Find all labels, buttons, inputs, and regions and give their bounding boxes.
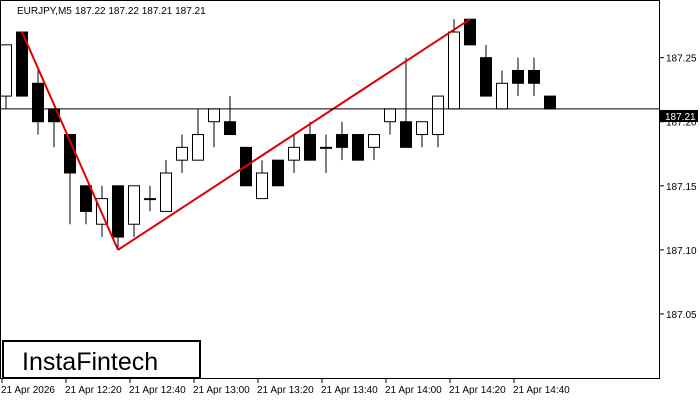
candle-body-bear <box>480 57 492 97</box>
x-tick-label: 21 Apr 14:40 <box>513 385 570 396</box>
candle-body-bull <box>0 44 12 97</box>
candle <box>528 57 540 97</box>
candle-body-bear <box>544 95 556 110</box>
candle <box>544 95 556 110</box>
candle <box>224 96 236 136</box>
current-price-label-text: 187.21 <box>665 112 696 123</box>
candle <box>176 134 188 173</box>
candle <box>256 160 268 200</box>
candle-body-bull <box>256 172 268 200</box>
candle-body-bear <box>464 18 476 46</box>
candle <box>512 57 524 97</box>
x-tick-label: 21 Apr 2026 <box>1 385 55 396</box>
candle <box>400 57 412 148</box>
candle <box>272 159 284 187</box>
x-tick-label: 21 Apr 14:00 <box>385 385 442 396</box>
candle <box>368 134 380 161</box>
candle-body-bear <box>304 134 316 161</box>
y-tick-label: 187.10 <box>666 246 697 257</box>
candle-body-bear <box>272 159 284 187</box>
candle <box>416 121 428 148</box>
chart-header-ohlc: 187.22 187.22 187.21 187.21 <box>75 6 206 17</box>
x-tick-label: 21 Apr 13:40 <box>321 385 378 396</box>
candle <box>192 108 204 161</box>
y-tick-label: 187.15 <box>666 182 697 193</box>
y-tick-label: 187.20 <box>666 118 697 129</box>
candles-layer <box>0 18 556 250</box>
x-tick-label: 21 Apr 13:20 <box>257 385 314 396</box>
candle-body-bear <box>32 82 44 123</box>
x-tick-label: 21 Apr 13:00 <box>193 385 250 396</box>
pattern-line <box>21 31 119 251</box>
candle <box>464 18 476 46</box>
candle-body-bull <box>368 134 380 148</box>
x-axis: 21 Apr 2026 21 Apr 12:20 21 Apr 12:40 21 Ap… <box>1 378 570 396</box>
candle <box>80 185 92 225</box>
candle-body-bear <box>112 185 124 238</box>
candle <box>288 134 300 173</box>
x-tick-label: 21 Apr 14:20 <box>449 385 506 396</box>
candle <box>336 121 348 161</box>
candle-body-bull <box>128 185 140 225</box>
x-tick-label: 21 Apr 12:20 <box>65 385 122 396</box>
y-tick-label: 187.25 <box>666 54 697 65</box>
candle <box>128 185 140 238</box>
logo-border <box>2 340 201 379</box>
candle-body-bear <box>80 185 92 212</box>
candle-body-bull <box>320 146 332 149</box>
x-tick-label: 21 Apr 12:40 <box>129 385 186 396</box>
candle-body-bull <box>208 108 220 123</box>
candle-body-bear <box>352 134 364 161</box>
pattern-layer <box>21 18 471 251</box>
current-price-label-bg <box>660 110 698 122</box>
candle-body-bull <box>448 31 460 110</box>
pattern-line <box>117 18 471 251</box>
candle <box>112 185 124 250</box>
candle-body-bull <box>416 121 428 136</box>
candle <box>304 121 316 161</box>
candle-body-bull <box>496 82 508 110</box>
candle-body-bull <box>176 146 188 161</box>
candle-body-bear <box>512 69 524 84</box>
candle-body-bear <box>224 121 236 136</box>
candle-body-bull <box>144 198 156 201</box>
candle-body-bear <box>336 134 348 148</box>
y-tick-label: 187.05 <box>666 310 697 321</box>
candle-body-bull <box>288 146 300 161</box>
candle-body-bull <box>432 95 444 136</box>
chart-header-symbol: EURJPY,M5 <box>17 6 72 17</box>
logo-box: InstaFintech <box>2 340 201 379</box>
candle <box>432 95 444 148</box>
candle <box>480 44 492 97</box>
candle <box>32 70 44 135</box>
candle <box>352 134 364 161</box>
logo-text: InstaFintech <box>22 348 158 376</box>
candle-body-bear <box>400 121 412 148</box>
candle-body-bear <box>528 69 540 84</box>
candle <box>160 160 172 212</box>
candle-body-bull <box>192 134 204 161</box>
candle-body-bull <box>160 172 172 212</box>
plot-border <box>0 0 660 379</box>
candle <box>320 134 332 173</box>
candle <box>144 185 156 212</box>
current-price-label: 187.21 <box>660 110 698 123</box>
candle-body-bull <box>384 108 396 123</box>
